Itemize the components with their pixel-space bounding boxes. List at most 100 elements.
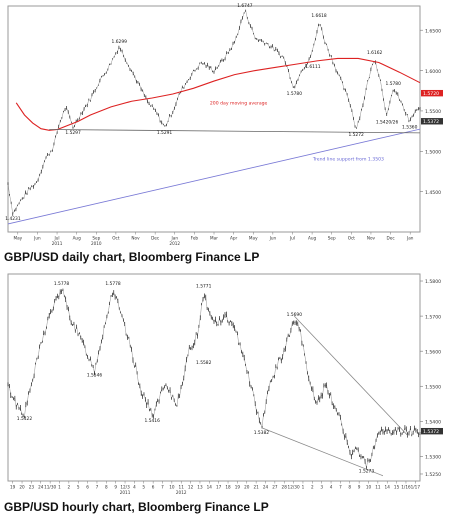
hourly-chart-panel: 1.5800 1.5700 1.5600 1.5500 1.5400 1.5300 1.52… [0,268,449,518]
channel-line [49,129,421,134]
y-tick-label: 1.5700 [425,314,441,320]
x-tick-label: 12/30 [288,485,300,490]
price-annotation: 1.5778 [54,281,70,287]
x-tick-label: Feb [191,236,199,241]
x-year-label: 2011 [52,241,63,246]
price-annotation: 1.5297 [65,130,81,136]
x-axis: May Jun Jul Aug Sep Oct Nov Dec Jan Feb Mar Apr May J… [13,232,414,246]
price-annotation: 1.5771 [196,284,212,290]
x-tick-label: 6 [86,485,89,490]
x-tick-label: 23 [29,485,35,490]
x-tick-label: Oct [112,236,120,241]
x-tick-label: 12 [188,485,194,490]
y-tick-label: 1.5250 [425,472,441,478]
x-tick-label: 8 [105,485,108,490]
price-annotation: 1.5291 [157,130,173,136]
x-tick-label: 1 [58,485,61,490]
x-tick-label: 12/3 [120,485,130,490]
x-tick-label: Nov [367,236,376,241]
price-annotation: 1.5582 [196,360,212,366]
x-tick-label: 7 [339,485,342,490]
price-series [7,288,421,470]
plot-frame [7,273,421,482]
y-tick-label: 1.5500 [425,384,441,390]
x-tick-label: 10 [169,485,175,490]
x-tick-label: Jul [54,236,60,241]
channel-line [261,427,384,477]
y-axis: 1.6500 1.6000 1.5500 1.5000 1.4500 [420,28,441,196]
x-tick-label: 5 [142,485,145,490]
x-tick-label: 21 [253,485,259,490]
price-annotation: 1.6618 [311,13,327,19]
y-tick-label: 1.5300 [425,455,441,461]
x-tick-label: 5 [77,485,80,490]
x-tick-label: Aug [73,236,82,241]
y-axis: 1.5800 1.5700 1.5600 1.5500 1.5400 1.5300 1.52… [420,279,441,478]
line-overlay-3 [49,129,421,134]
current-price-tag-box [421,427,443,435]
daily-chart-svg: 1.6500 1.6000 1.5500 1.5000 1.4500 May Jun Jul A… [5,3,443,246]
price-annotation: 1.5273 [359,468,375,474]
x-tick-label: Jan [171,236,179,241]
x-tick-label: Dec [151,236,160,241]
x-tick-label: 20 [19,485,25,490]
x-tick-label: 2 [68,485,71,490]
x-tick-label: Aug [308,236,317,241]
hourly-chart-caption: GBP/USD hourly chart, Bloomberg Finance … [4,500,269,514]
x-tick-label: 20 [244,485,250,490]
y-tick-label: 1.5400 [425,420,441,426]
x-tick-label: Jun [269,236,277,241]
x-tick-label: 27 [272,485,278,490]
x-tick-label: 4 [133,485,136,490]
x-tick-label: 24 [38,485,44,490]
last-price-tag-box [421,118,443,125]
price-annotation: 1.6747 [237,3,253,9]
x-tick-label: 13 [197,485,203,490]
current-price-tag-box [421,89,443,97]
x-tick-label: 1 [302,485,305,490]
x-tick-label: 14 [385,485,391,490]
price-annotation: 1.5422 [17,416,33,422]
x-year-label: 2010 [91,241,102,246]
line-overlay-1 [294,315,408,436]
x-tick-label: 19 [235,485,241,490]
x-tick-label: Apr [230,236,238,241]
y-tick-label: 1.6000 [425,69,441,75]
price-annotation: 1.6111 [305,64,321,70]
annotations: 1.5422 1.5778 1.5546 1.5778 1.5416 1.5771 1.55… [17,281,375,474]
price-annotation: 1.5416 [145,418,161,424]
series-1 [15,57,421,131]
daily-chart-panel: 1.6500 1.6000 1.5500 1.5000 1.4500 May Jun Jul A… [4,3,443,264]
x-tick-label: 2 [311,485,314,490]
price-annotation: 1.5780 [386,81,402,87]
current-price-tag-text: 1.5720 [423,91,439,97]
channel-line [294,315,408,436]
x-tick-label: 18 [225,485,231,490]
price-annotation: 1.5778 [105,281,121,287]
series-2 [7,128,421,225]
x-tick-label: Dec [387,236,396,241]
price-annotation: 1.5272 [348,132,364,138]
x-tick-label: Mar [210,236,218,241]
hourly-chart-svg: 1.5800 1.5700 1.5600 1.5500 1.5400 1.5300 1.52… [7,273,443,495]
x-tick-label: 3 [320,485,323,490]
x-tick-label: 1/16 [401,485,411,490]
price-annotation: 1.5420/26 [376,120,399,126]
line-overlay-2 [261,427,384,477]
x-tick-label: 14 [207,485,213,490]
last-price-tag-text: 1.5372 [423,119,439,125]
x-tick-label: 8 [348,485,351,490]
x-tick-label: 11 [375,485,381,490]
y-tick-label: 1.6500 [425,28,441,34]
price-annotation: 1.6299 [112,39,128,45]
price-tags: 1.5720 1.5372 [421,89,443,125]
moving-average-line [15,57,421,131]
trend-line [7,128,421,225]
price-annotation: 1.6162 [367,50,383,56]
price-annotation: 1.5382 [254,430,270,436]
x-tick-label: Oct [348,236,356,241]
price-line [7,289,421,468]
x-tick-label: 9 [358,485,361,490]
x-tick-label: 15 [394,485,400,490]
price-annotation: 1.4231 [5,216,21,222]
